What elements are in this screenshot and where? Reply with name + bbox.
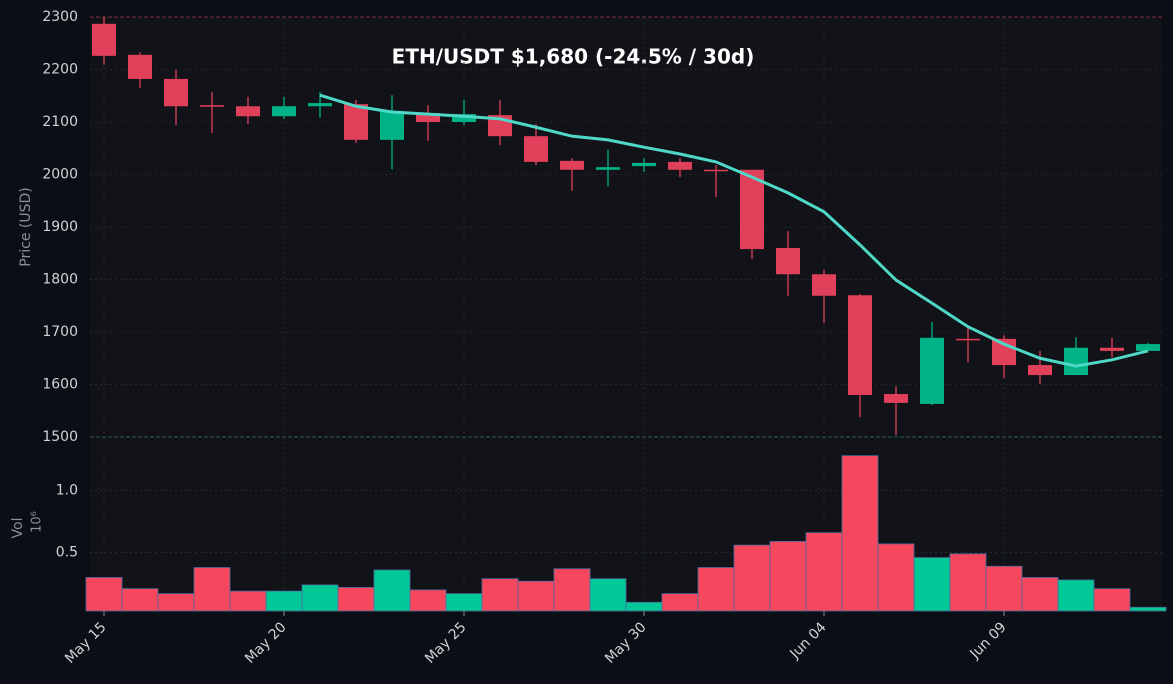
y-tick-label: 1900 <box>42 219 78 235</box>
volume-bar <box>1021 577 1059 612</box>
x-tick-label: May 20 <box>242 619 290 667</box>
candle-body <box>812 274 836 296</box>
candle-body <box>704 169 728 172</box>
volume-bar <box>1093 588 1131 612</box>
candle-body <box>956 338 980 341</box>
volume-bar <box>913 557 951 612</box>
volume-bar <box>85 577 123 612</box>
volume-axis-label: Vol <box>10 518 26 539</box>
volume-bar <box>193 567 231 612</box>
y-tick-label: 2300 <box>42 9 78 25</box>
volume-bar <box>121 588 159 612</box>
chart-title: ETH/USDT $1,680 (-24.5% / 30d) <box>392 45 755 69</box>
candle-body <box>848 295 872 395</box>
volume-bar <box>409 589 447 612</box>
x-tick-label: Jun 04 <box>786 619 829 662</box>
y-tick-label: 1700 <box>42 324 78 340</box>
candle-body <box>1064 347 1088 376</box>
volume-bar <box>1129 606 1167 612</box>
x-tick-label: May 15 <box>62 619 110 667</box>
candle-body <box>128 54 152 79</box>
candle-body <box>452 114 476 122</box>
plot-background <box>90 17 1162 611</box>
y-tick-label: 1600 <box>42 377 78 393</box>
volume-bar <box>805 532 843 612</box>
volume-bar <box>697 567 735 612</box>
volume-bar <box>841 455 879 612</box>
volume-bar <box>769 541 807 612</box>
volume-bar <box>373 569 411 612</box>
volume-bar <box>229 590 267 612</box>
volume-tick-label: 0.5 <box>56 545 78 561</box>
candle-body <box>596 167 620 170</box>
x-tick-label: Jun 09 <box>966 619 1009 662</box>
volume-bar <box>625 601 663 612</box>
candle-body <box>200 105 224 107</box>
y-tick-label: 2100 <box>42 114 78 130</box>
candle-body <box>1136 344 1160 351</box>
candle-body <box>416 113 440 122</box>
x-tick-label: May 30 <box>602 619 650 667</box>
volume-bar <box>337 586 375 612</box>
volume-bar <box>553 568 591 612</box>
volume-bar <box>517 580 555 612</box>
volume-scale-label: 10⁶ <box>30 511 45 533</box>
candle-body <box>524 136 548 162</box>
candle-body <box>776 248 800 275</box>
candle-body <box>740 169 764 250</box>
volume-bar <box>589 578 627 612</box>
candle-body <box>668 161 692 170</box>
volume-bar <box>265 590 303 612</box>
candle-body <box>632 162 656 167</box>
volume-bar <box>481 578 519 612</box>
candle-body <box>92 23 116 56</box>
y-tick-label: 1500 <box>42 429 78 445</box>
candle-body <box>164 78 188 107</box>
y-tick-label: 1800 <box>42 272 78 288</box>
candle-body <box>272 106 296 117</box>
volume-bar <box>157 593 195 612</box>
y-tick-label: 2000 <box>42 167 78 183</box>
y-tick-label: 2200 <box>42 62 78 78</box>
candle-body <box>1028 365 1052 376</box>
x-tick-label: May 25 <box>422 619 470 667</box>
candle-body <box>884 393 908 403</box>
candle-body <box>920 337 944 404</box>
candle-body <box>308 103 332 107</box>
y-axis-label: Price (USD) <box>18 187 34 266</box>
volume-bar <box>661 593 699 612</box>
volume-bar <box>985 565 1023 612</box>
volume-bar <box>949 553 987 612</box>
candle-body <box>1100 347 1124 351</box>
candle-body <box>560 160 584 170</box>
candle-body <box>344 104 368 140</box>
volume-bar <box>445 593 483 612</box>
candle-body <box>236 106 260 117</box>
volume-tick-label: 1.0 <box>56 482 78 498</box>
volume-bar <box>301 584 339 612</box>
candle-body <box>380 110 404 140</box>
moving-average-line <box>319 93 1149 368</box>
volume-bar <box>733 544 771 612</box>
volume-bar <box>877 543 915 612</box>
volume-bar <box>1057 579 1095 612</box>
